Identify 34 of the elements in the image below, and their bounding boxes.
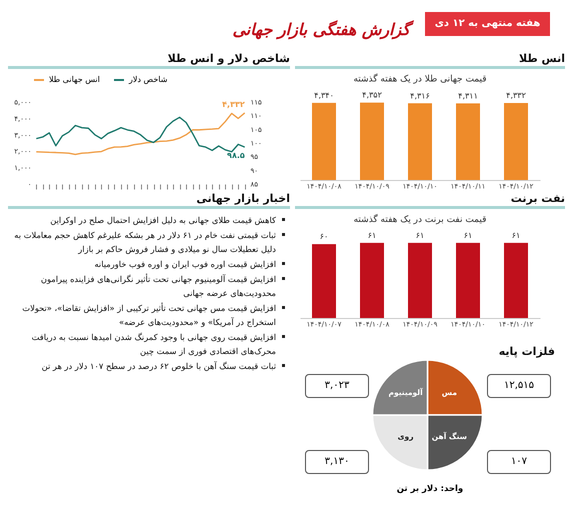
data-label: ۴,۳۵۲ bbox=[362, 90, 382, 100]
text: افزایش قیمت اوره فوب ایران و اوره فوب خاورمیانه bbox=[93, 258, 276, 271]
text: افزایش قیمت مس جهانی تحت تأثیر ترکیبی از «افزایش تقاضا»، «تحولات استخراج در آمریکا» و «محدودیت‌های عرضه» bbox=[21, 302, 276, 329]
legend-label: شاخص دلار bbox=[128, 75, 168, 84]
chart-title: انس طلا bbox=[295, 52, 565, 69]
text: هفته منتهی به ۱۲ دی bbox=[425, 12, 550, 36]
text: افزایش قیمت روی جهانی با وجود کمرنگ شدن امیدها نسبت به دریافت محرک‌های اقتصادی فوری از سمت چین bbox=[30, 331, 276, 358]
chart-title: شاخص دلار و انس طلا bbox=[8, 52, 290, 69]
data-label: ۶۱ bbox=[368, 230, 376, 240]
text: ثبات قیمت سنگ آهن با خلوص ۶۲ درصد در سطح ۱۰۷ دلار در هر تن bbox=[40, 360, 276, 373]
legend-label: انس جهانی طلا bbox=[49, 75, 100, 84]
text: کاهش قیمت طلای جهانی به دلیل افزایش احتمال صلح در اوکراین bbox=[49, 214, 276, 227]
data-label: ۶۱ bbox=[464, 230, 472, 240]
chart-title: نفت برنت bbox=[295, 192, 565, 209]
data-label: ۶۱ bbox=[512, 230, 520, 240]
text: افزایش قیمت آلومینیوم جهانی تحت تأثیر نگرانی‌های فزاینده پیرامون محدودیت‌های عرضه جهانی bbox=[40, 272, 276, 300]
text: ۳,۱۳۰ bbox=[305, 450, 369, 474]
text: اخبار بازار جهانی bbox=[8, 192, 290, 209]
chart-subtitle: قیمت جهانی طلا در یک هفته گذشته bbox=[353, 72, 487, 85]
data-label: ۴,۳۴۰ bbox=[314, 90, 334, 100]
data-label: ۹۸.۵ bbox=[227, 151, 245, 160]
text: فلزات پایه bbox=[498, 345, 555, 358]
text: ۱۰۷ bbox=[487, 450, 551, 474]
data-label: ۴,۳۱۶ bbox=[410, 91, 430, 100]
text: ثبات قیمتی نفت خام در ۶۱ دلار در هر بشکه علیرغم کاهش حجم معاملات به دلیل تعطیلات سال نو میلادی و فشار فروش حاکم بر بازار bbox=[13, 229, 276, 256]
data-label: ۴,۳۱۱ bbox=[458, 91, 478, 100]
data-label: ۴,۳۳۲ bbox=[506, 90, 526, 100]
text: واحد: دلار بر تن bbox=[396, 484, 464, 494]
data-label: ۶۱ bbox=[416, 230, 424, 240]
data-label: ۴,۳۳۲ bbox=[222, 100, 245, 109]
text: ۳,۰۲۳ bbox=[305, 374, 369, 398]
text: ۱۲,۵۱۵ bbox=[487, 374, 551, 398]
chart-subtitle: قیمت نفت برنت در یک هفته گذشته bbox=[354, 212, 486, 225]
data-label: ۶۰ bbox=[320, 232, 328, 242]
